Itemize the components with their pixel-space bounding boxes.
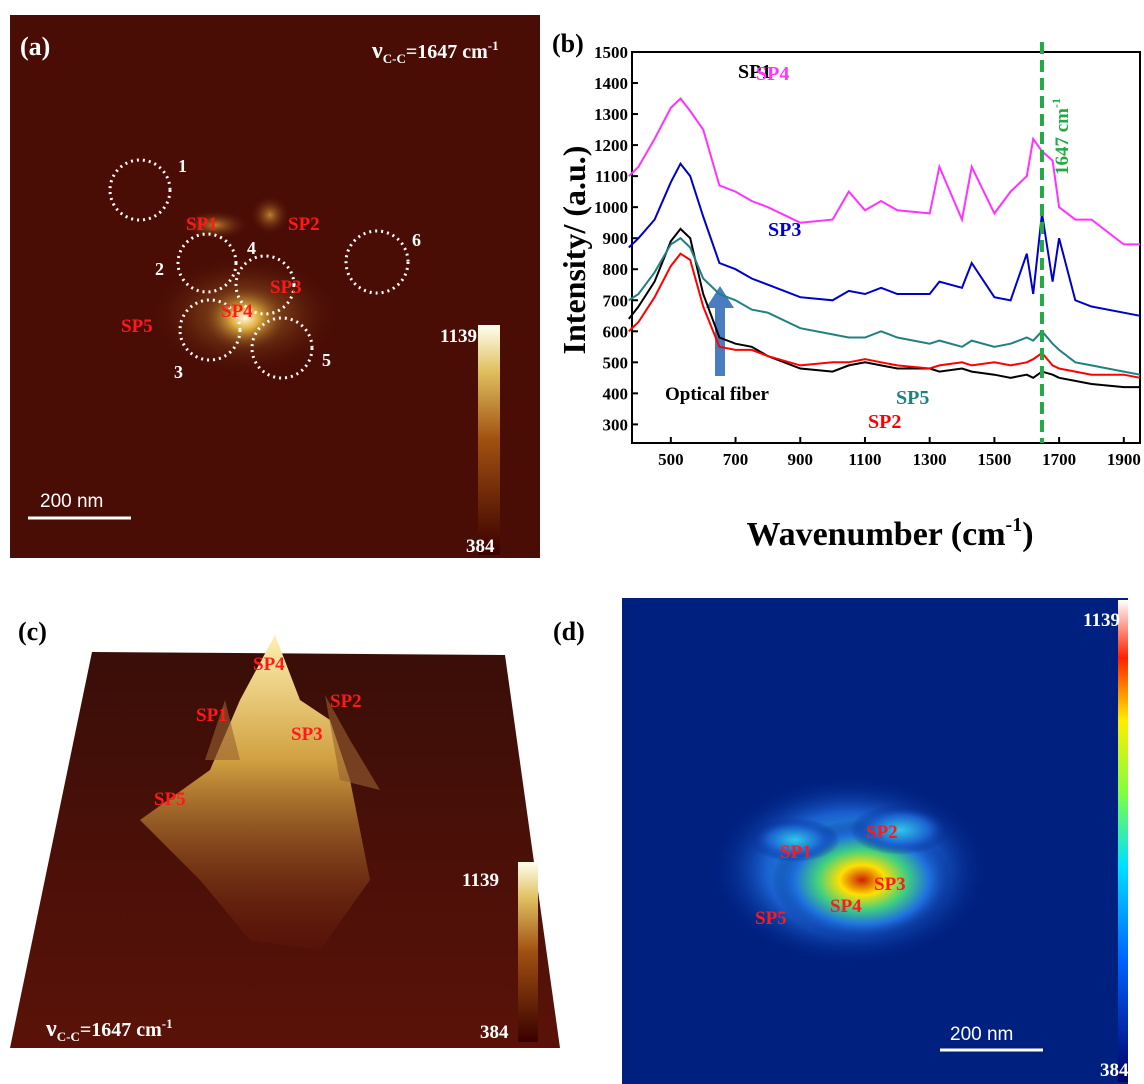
marker-label: 2 — [155, 259, 164, 279]
series-line — [629, 254, 1140, 378]
scale-bar-label: 200 nm — [950, 1024, 1013, 1045]
reference-label-text: 1647 cm — [1052, 108, 1073, 175]
marker-label: 5 — [322, 350, 331, 370]
series-line — [629, 238, 1140, 375]
x-tick-label: 1500 — [977, 450, 1011, 469]
x-tick-label: 900 — [788, 450, 814, 469]
y-tick-label: 1500 — [594, 43, 628, 62]
x-tick-label: 1100 — [848, 450, 881, 469]
spot-label: SP2 — [330, 691, 362, 712]
x-tick-label: 500 — [658, 450, 684, 469]
y-tick-label: 1100 — [595, 167, 628, 186]
spot-label: SP4 — [253, 654, 285, 675]
colorbar-max: 1139 — [440, 326, 477, 347]
scale-bar-label: 200 nm — [40, 491, 103, 512]
annotation: Optical fiber — [665, 384, 770, 405]
marker-label: 1 — [178, 156, 187, 176]
panel-label: (a) — [20, 32, 50, 61]
marker-label: 4 — [247, 238, 256, 258]
heat-blob — [250, 195, 290, 235]
panel-label: (b) — [552, 29, 584, 58]
figure: 1 2 3 4 5 6 SP1 SP2 SP3 SP4 SP5 1139 384… — [0, 0, 1144, 1084]
spot-label: SP5 — [755, 908, 787, 929]
y-tick-label: 700 — [603, 291, 629, 310]
heat-blob — [850, 805, 950, 855]
spot-label: SP1 — [780, 842, 812, 863]
spot-label: SP5 — [154, 789, 186, 810]
series-line — [629, 164, 1140, 316]
reference-label-sup: -1 — [1049, 98, 1063, 108]
x-tick-label: 700 — [723, 450, 749, 469]
y-tick-label: 600 — [603, 322, 629, 341]
spot-label: SP3 — [291, 724, 323, 745]
marker-label: 3 — [174, 362, 183, 382]
panel-c: (c) SP4 SP1 SP2 SP3 SP5 1139 384 νC-C=16… — [10, 617, 560, 1048]
spot-label: SP2 — [866, 822, 898, 843]
spot-label: SP3 — [270, 277, 302, 298]
panel-label: (c) — [18, 617, 47, 646]
spot-label: SP2 — [288, 214, 320, 235]
spot-label: SP3 — [874, 874, 906, 895]
series-label: SP4 — [756, 63, 789, 85]
colorbar-min: 384 — [1100, 1060, 1129, 1081]
y-tick-label: 1200 — [594, 136, 628, 155]
x-tick-label: 1900 — [1107, 450, 1141, 469]
reference-label: 1647 cm-1 — [1049, 98, 1073, 175]
spot-label: SP1 — [196, 705, 228, 726]
series-label: SP5 — [896, 387, 929, 409]
y-tick-label: 500 — [603, 353, 629, 372]
colorbar — [518, 862, 538, 1042]
arrow — [706, 286, 734, 376]
spot-label: SP4 — [221, 301, 253, 322]
x-tick-label: 1700 — [1042, 450, 1076, 469]
marker-label: 6 — [412, 230, 421, 250]
series-label: SP3 — [768, 219, 801, 241]
spot-label: SP1 — [186, 214, 218, 235]
y-tick-label: 1000 — [594, 198, 628, 217]
colorbar-max: 1139 — [1083, 610, 1120, 631]
x-tick-label: 1300 — [913, 450, 947, 469]
colorbar-min: 384 — [466, 536, 495, 557]
spot-label: SP5 — [121, 316, 153, 337]
y-tick-label: 1300 — [594, 105, 628, 124]
y-axis-label: Intensity/ (a.u.) — [556, 146, 592, 355]
panel-a: 1 2 3 4 5 6 SP1 SP2 SP3 SP4 SP5 1139 384… — [10, 15, 540, 558]
y-tick-label: 400 — [603, 384, 629, 403]
x-axis-label: Wavenumber (cm-1) — [746, 514, 1033, 553]
panel-d: (d) SP1 SP2 SP3 SP4 SP5 1139 384 200 nm — [553, 598, 1129, 1084]
colorbar-max: 1139 — [462, 870, 499, 891]
series-label: SP2 — [868, 411, 901, 433]
y-tick-label: 300 — [603, 415, 629, 434]
colorbar — [478, 325, 500, 555]
y-tick-label: 1400 — [594, 74, 628, 93]
colorbar — [1118, 600, 1128, 1082]
y-tick-label: 900 — [603, 229, 629, 248]
colorbar-min: 384 — [480, 1022, 509, 1043]
panel-b: (b) Intensity/ (a.u.) Wavenumber (cm-1) … — [552, 29, 1141, 553]
panel-label: (d) — [553, 617, 585, 646]
spot-label: SP4 — [830, 896, 862, 917]
y-tick-label: 800 — [603, 260, 629, 279]
